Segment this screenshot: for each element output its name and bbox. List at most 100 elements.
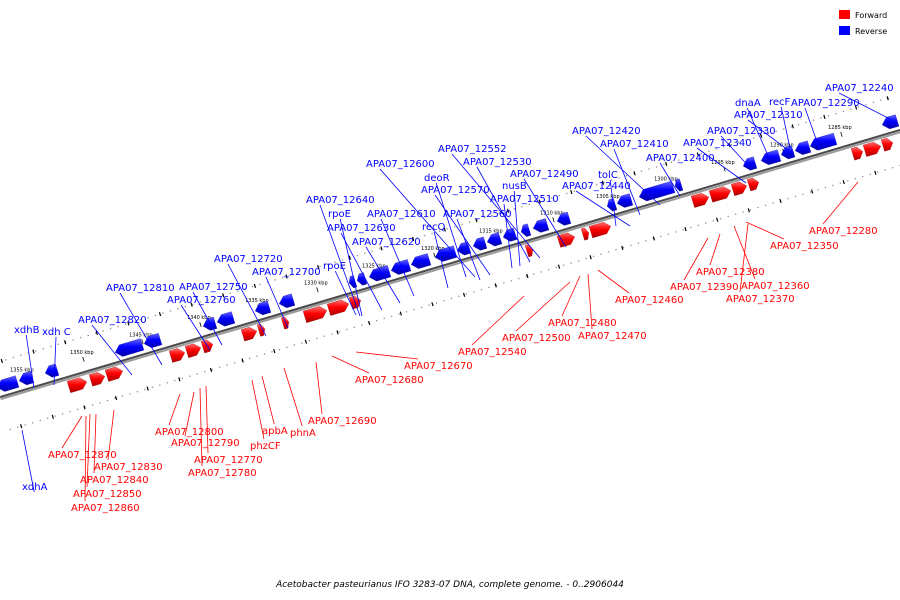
reverse-label-leader xyxy=(720,135,753,171)
forward-gene-label: APA07_12380 xyxy=(696,267,765,278)
forward-label-leader xyxy=(261,375,275,425)
reverse-gene-arrow xyxy=(114,338,145,357)
reverse-gene-label: nusB xyxy=(502,181,527,192)
guide-dash xyxy=(178,377,181,382)
reverse-label-leader xyxy=(696,147,747,184)
reverse-gene-label: APA07_12310 xyxy=(734,110,803,121)
reverse-gene-label: APA07_12510 xyxy=(490,194,559,205)
reverse-gene-label: APA07_12410 xyxy=(600,139,669,150)
reverse-gene-arrow xyxy=(486,232,503,247)
guide-dash xyxy=(791,124,794,129)
forward-label-leader xyxy=(168,393,181,426)
reverse-gene-label: rpoE xyxy=(323,261,346,272)
guide-dash xyxy=(854,105,858,110)
reverse-gene-arrow xyxy=(607,198,618,212)
reverse-label-leader xyxy=(575,190,631,227)
gene-arrows xyxy=(0,114,900,393)
guide-dash xyxy=(146,386,149,391)
forward-gene-label: APA07_12790 xyxy=(171,438,240,449)
reverse-gene-label: APA07_12400 xyxy=(646,153,715,164)
guide-dash xyxy=(475,218,478,223)
guide-dash xyxy=(0,358,3,364)
guide-dash xyxy=(348,255,351,260)
forward-label-leader xyxy=(471,295,525,346)
reverse-gene-arrow xyxy=(357,272,368,286)
reverse-gene-arrow xyxy=(254,300,272,316)
forward-gene-arrow xyxy=(880,137,893,152)
forward-gene-arrow xyxy=(326,299,350,316)
guide-dash xyxy=(886,96,889,101)
forward-gene-label: APA07_12800 xyxy=(155,427,224,438)
legend-reverse-label: Reverse xyxy=(855,27,887,36)
reverse-gene-label: APA07_12490 xyxy=(510,169,579,180)
forward-gene-label: APA07_12840 xyxy=(80,475,149,486)
forward-label-leader xyxy=(822,181,859,225)
tick-label: 1300 kbp xyxy=(654,177,678,183)
reverse-gene-label: tolC xyxy=(598,170,618,181)
guide-dash xyxy=(336,330,339,335)
reverse-label-leader xyxy=(747,119,793,154)
reverse-gene-label: APA07_12610 xyxy=(367,209,436,220)
forward-label-leader xyxy=(93,413,97,474)
guide-dash xyxy=(557,264,561,269)
reverse-label-leader xyxy=(780,106,791,149)
reverse-gene-label: APA07_12560 xyxy=(443,209,512,220)
reverse-gene-label: APA07_12600 xyxy=(366,159,435,170)
reverse-gene-arrow xyxy=(457,241,472,256)
reverse-gene-label: APA07_12630 xyxy=(327,223,396,234)
forward-gene-label: APA07_12460 xyxy=(615,295,684,306)
forward-gene-arrow xyxy=(240,327,258,342)
forward-label-leader xyxy=(683,237,709,281)
reverse-gene-label: xdhA xyxy=(22,482,48,493)
reverse-gene-arrow xyxy=(809,132,838,151)
forward-gene-label: APA07_12370 xyxy=(726,294,795,305)
reverse-gene-arrow xyxy=(410,253,432,269)
reverse-gene-label: rpoE xyxy=(328,209,351,220)
axis-line xyxy=(0,129,900,398)
guide-dash xyxy=(20,424,23,429)
reverse-gene-label: dnaA xyxy=(735,98,761,109)
tick-label: 1340 kbp xyxy=(187,315,211,321)
reverse-label-leader xyxy=(25,334,35,389)
forward-label-leader xyxy=(331,355,370,374)
tick-label: 1285 kbp xyxy=(828,125,852,131)
reverse-gene-label: APA07_12820 xyxy=(78,315,147,326)
forward-label-leader xyxy=(107,409,115,461)
tick-label: 1330 kbp xyxy=(304,281,328,287)
reverse-gene-label: xdhB xyxy=(14,325,40,336)
guide-dash xyxy=(411,236,415,242)
tick-label: 1335 kbp xyxy=(245,298,269,304)
guide-dash xyxy=(526,273,529,279)
forward-gene-label: phzCF xyxy=(250,441,281,452)
guide-dash xyxy=(63,340,67,345)
reverse-gene-label: APA07_12570 xyxy=(421,185,490,196)
reverse-gene-arrow xyxy=(781,145,796,160)
reverse-gene-label: APA07_12290 xyxy=(791,98,860,109)
legend: Forward Reverse xyxy=(839,10,887,36)
gene-labels: APA07_12240 recF APA07_12290 dnaAAPA07_1231… xyxy=(14,83,894,514)
reverse-label-leader xyxy=(53,336,57,386)
guide-dash xyxy=(716,217,719,222)
reverse-label-leader xyxy=(227,263,267,337)
guide-dash xyxy=(317,265,320,270)
forward-gene-label: APA07_12870 xyxy=(48,450,117,461)
reverse-gene-label: deoR xyxy=(424,173,450,184)
reverse-gene-arrow xyxy=(743,156,758,171)
guide-dash xyxy=(538,199,541,204)
forward-gene-label: APA07_12500 xyxy=(502,333,571,344)
reverse-gene-arrow xyxy=(794,140,812,155)
guide-dash xyxy=(823,114,826,120)
reverse-gene-label: APA07_12760 xyxy=(167,295,236,306)
tick-mark xyxy=(433,252,436,258)
guide-dash xyxy=(127,321,130,326)
tick-label: 1350 kbp xyxy=(70,350,94,356)
forward-label-leader xyxy=(199,387,203,467)
forward-label-leader xyxy=(84,415,87,502)
forward-gene-label: APA07_12540 xyxy=(458,347,527,358)
reverse-label-leader xyxy=(451,153,541,259)
guide-dash xyxy=(589,255,592,260)
reverse-gene-label: APA07_12640 xyxy=(306,195,375,206)
reverse-label-leader xyxy=(365,246,401,304)
reverse-gene-arrow xyxy=(216,311,236,327)
